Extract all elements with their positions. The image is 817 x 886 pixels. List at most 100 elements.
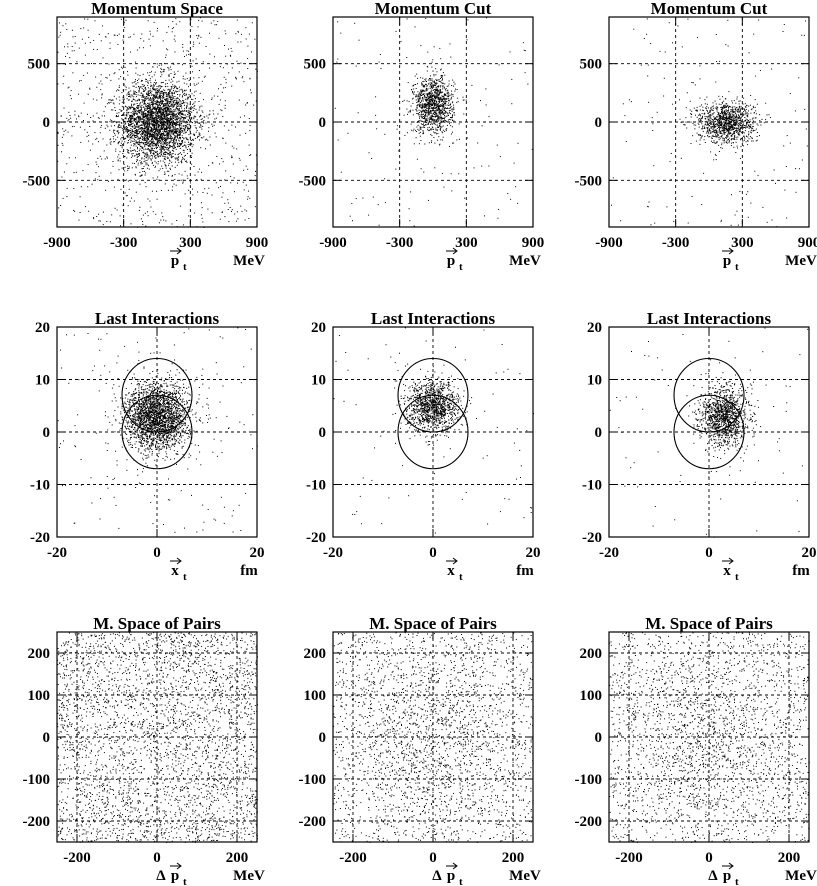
scatter-point <box>441 117 443 119</box>
scatter-point <box>175 128 177 130</box>
scatter-point <box>136 156 138 158</box>
scatter-point <box>163 130 165 132</box>
scatter-point <box>74 210 76 212</box>
scatter-point <box>430 118 431 120</box>
scatter-point <box>143 133 145 135</box>
scatter-point <box>144 101 145 103</box>
scatter-point <box>235 126 236 128</box>
scatter-point <box>155 157 157 159</box>
scatter-point <box>151 120 153 122</box>
scatter-point <box>173 74 175 76</box>
scatter-point <box>155 138 157 140</box>
scatter-point <box>150 101 152 103</box>
scatter-point <box>163 136 165 138</box>
scatter-point <box>423 107 425 109</box>
scatter-point <box>139 131 141 133</box>
scatter-point <box>454 83 456 85</box>
scatter-point <box>144 156 146 157</box>
scatter-point <box>116 116 118 118</box>
scatter-point <box>190 126 192 128</box>
scatter-point <box>428 119 430 121</box>
scatter-point <box>149 119 151 121</box>
scatter-point <box>102 57 104 59</box>
scatter-point <box>136 92 138 93</box>
scatter-point <box>172 186 174 188</box>
scatter-point <box>137 82 139 84</box>
scatter-point <box>172 145 174 147</box>
scatter-point <box>133 110 135 112</box>
scatter-point <box>136 135 138 137</box>
scatter-point <box>443 108 445 109</box>
scatter-point <box>164 120 166 122</box>
scatter-point <box>146 93 148 95</box>
scatter-point <box>251 22 253 24</box>
scatter-point <box>130 123 131 125</box>
scatter-point <box>142 139 144 141</box>
scatter-point <box>150 97 151 99</box>
scatter-point <box>444 88 446 90</box>
scatter-point <box>151 130 153 132</box>
scatter-point <box>155 129 157 131</box>
scatter-point <box>160 109 162 111</box>
scatter-point <box>166 170 168 172</box>
scatter-point <box>184 102 186 104</box>
scatter-point <box>154 85 155 87</box>
scatter-point <box>420 101 422 103</box>
scatter-point <box>138 110 140 112</box>
scatter-point <box>118 141 120 143</box>
scatter-point <box>127 71 128 73</box>
scatter-point <box>159 107 161 109</box>
scatter-point <box>147 113 149 115</box>
scatter-point <box>142 152 144 154</box>
scatter-point <box>160 112 162 114</box>
scatter-point <box>224 104 226 106</box>
scatter-point <box>157 105 159 107</box>
scatter-point <box>169 126 171 128</box>
scatter-point <box>155 92 157 94</box>
scatter-point <box>173 150 175 152</box>
scatter-point <box>183 137 185 139</box>
scatter-point <box>163 71 165 72</box>
scatter-point <box>76 118 77 120</box>
scatter-point <box>165 95 167 97</box>
scatter-point <box>59 34 61 36</box>
scatter-point <box>237 31 239 33</box>
scatter-point <box>179 112 181 114</box>
scatter-point <box>435 104 437 106</box>
scatter-point <box>162 114 164 116</box>
scatter-point <box>154 100 156 102</box>
scatter-point <box>173 129 175 131</box>
scatter-point <box>149 150 151 152</box>
scatter-point <box>136 112 138 114</box>
scatter-point <box>188 107 190 109</box>
scatter-point <box>155 128 157 130</box>
scatter-point <box>163 150 165 152</box>
scatter-point <box>153 141 155 143</box>
scatter-point <box>145 132 147 134</box>
scatter-point <box>128 133 130 135</box>
scatter-point <box>191 93 193 95</box>
scatter-point <box>63 130 65 132</box>
scatter-point <box>151 90 153 92</box>
scatter-point <box>164 137 166 139</box>
scatter-point <box>224 30 226 32</box>
scatter-point <box>158 140 160 142</box>
scatter-point <box>446 107 448 109</box>
scatter-point <box>442 91 444 93</box>
scatter-point <box>417 91 419 93</box>
scatter-point <box>149 99 151 101</box>
scatter-point <box>137 105 139 107</box>
scatter-point <box>188 112 190 114</box>
scatter-point <box>430 118 431 120</box>
scatter-point <box>169 134 171 136</box>
scatter-point <box>153 121 154 122</box>
scatter-point <box>126 149 128 151</box>
scatter-point <box>157 91 159 93</box>
scatter-point <box>165 140 166 142</box>
scatter-point <box>130 108 132 110</box>
scatter-point <box>440 96 442 98</box>
scatter-point <box>165 100 167 102</box>
scatter-point <box>180 101 182 103</box>
scatter-point <box>168 133 170 135</box>
